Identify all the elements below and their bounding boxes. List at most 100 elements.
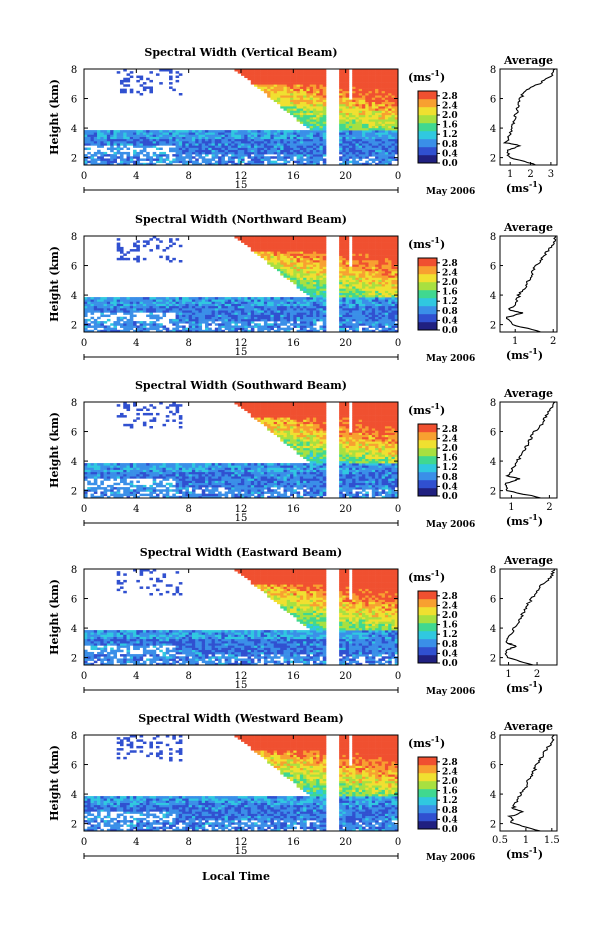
heatmap-cell — [345, 158, 350, 161]
heatmap-cell — [165, 143, 170, 146]
heatmap-cell — [342, 240, 346, 243]
heatmap-cell — [299, 162, 304, 166]
heatmap-cell — [214, 154, 219, 157]
heatmap-cell — [348, 99, 353, 103]
heatmap-cell — [303, 138, 307, 142]
heatmap-cell — [394, 108, 399, 111]
heatmap-cell — [371, 321, 376, 324]
heatmap-cell — [273, 95, 278, 98]
heatmap-cell — [342, 249, 346, 252]
heatmap-cell — [273, 262, 278, 265]
heatmap-cell — [178, 93, 183, 96]
heatmap-cell — [309, 286, 314, 289]
heatmap-cell — [250, 143, 255, 146]
heatmap-cell — [388, 101, 392, 105]
heatmap-cell — [250, 134, 255, 137]
heatmap-cell — [384, 154, 389, 157]
heatmap-cell — [159, 160, 163, 164]
heatmap-cell — [237, 305, 242, 309]
heatmap-cell — [312, 143, 317, 146]
heatmap-cell — [100, 130, 104, 133]
heatmap-cell — [309, 290, 314, 294]
heatmap-cell — [339, 95, 343, 98]
heatmap-cell — [110, 329, 114, 333]
heatmap-cell — [87, 482, 91, 486]
heatmap-cell — [260, 242, 265, 246]
heatmap-cell — [162, 134, 167, 137]
heatmap-cell — [391, 95, 396, 98]
heatmap-cell — [97, 305, 101, 309]
profile-x-tick-label: 3 — [548, 169, 554, 180]
heatmap-cell — [352, 257, 356, 261]
heatmap-cell — [296, 257, 301, 261]
heatmap-cell — [381, 321, 386, 324]
heatmap-cell — [208, 310, 212, 313]
heatmap-cell — [293, 114, 297, 118]
heatmap-cell — [152, 323, 157, 326]
heatmap-cell — [358, 73, 363, 76]
heatmap-cell — [211, 138, 216, 142]
heatmap-cell — [280, 132, 284, 135]
heatmap-cell — [169, 244, 173, 248]
heatmap-cell — [371, 257, 376, 261]
heatmap-cell — [355, 134, 360, 137]
heatmap-cell — [384, 268, 389, 272]
heatmap-cell — [293, 301, 297, 304]
heatmap-cell — [381, 242, 386, 246]
heatmap-cell — [296, 103, 301, 107]
heatmap-cell — [276, 303, 281, 307]
heatmap-cell — [355, 156, 360, 159]
heatmap-cell — [375, 251, 379, 254]
heatmap-cell — [100, 321, 104, 324]
heatmap-cell — [309, 75, 314, 79]
heatmap-cell — [365, 79, 369, 83]
heatmap-cell — [348, 266, 353, 270]
heatmap-cell — [142, 132, 147, 135]
heatmap-cell — [388, 114, 392, 118]
heatmap-cell — [316, 286, 320, 289]
heatmap-cell — [84, 143, 88, 146]
heatmap-cell — [234, 154, 239, 157]
heatmap-cell — [345, 318, 350, 322]
heatmap-cell — [237, 312, 242, 315]
heatmap-cell — [391, 301, 396, 304]
heatmap-cell — [201, 314, 206, 318]
heatmap-cell — [90, 310, 95, 313]
heatmap-cell — [224, 138, 229, 142]
heatmap-cell — [394, 132, 399, 135]
heatmap-cell — [142, 162, 147, 166]
heatmap-cell — [309, 318, 314, 322]
heatmap-cell — [384, 238, 389, 241]
heatmap-cell — [250, 136, 255, 140]
heatmap-cell — [185, 310, 189, 313]
heatmap-cell — [250, 325, 255, 328]
heatmap-cell — [293, 145, 297, 148]
heatmap-cell — [119, 469, 124, 473]
heatmap-cell — [126, 476, 131, 479]
heatmap-cell — [299, 73, 304, 76]
heatmap-cell — [106, 308, 111, 311]
heatmap-cell — [211, 158, 216, 161]
heatmap-cell — [322, 77, 327, 81]
heatmap-cell — [106, 301, 111, 304]
heatmap-cell — [296, 253, 301, 256]
heatmap-cell — [218, 130, 222, 133]
heatmap-cell — [368, 158, 373, 161]
heatmap-cell — [286, 310, 291, 313]
heatmap-cell — [375, 312, 379, 315]
heatmap-cell — [309, 301, 314, 304]
heatmap-cell — [172, 132, 176, 135]
heatmap-cell — [126, 132, 131, 135]
heatmap-cell — [322, 88, 327, 92]
heatmap-cell — [319, 103, 324, 107]
heatmap-cell — [316, 93, 320, 96]
heatmap-cell — [322, 154, 327, 157]
heatmap-cell — [208, 141, 212, 144]
heatmap-cell — [290, 305, 294, 309]
heatmap-cell — [224, 162, 229, 166]
profile-x-axis-label: (ms-1) — [506, 179, 543, 195]
heatmap-cell — [93, 158, 98, 161]
heatmap-cell — [188, 151, 193, 155]
heatmap-cell — [270, 97, 275, 100]
heatmap-cell — [322, 279, 327, 283]
